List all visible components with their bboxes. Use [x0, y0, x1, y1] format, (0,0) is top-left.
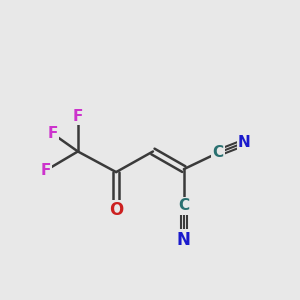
Text: F: F [73, 109, 83, 124]
Text: N: N [177, 231, 191, 249]
Text: O: O [109, 201, 123, 219]
Text: F: F [48, 126, 58, 141]
Text: C: C [178, 198, 189, 213]
Text: F: F [40, 163, 51, 178]
Text: N: N [238, 135, 250, 150]
Text: C: C [212, 146, 223, 160]
